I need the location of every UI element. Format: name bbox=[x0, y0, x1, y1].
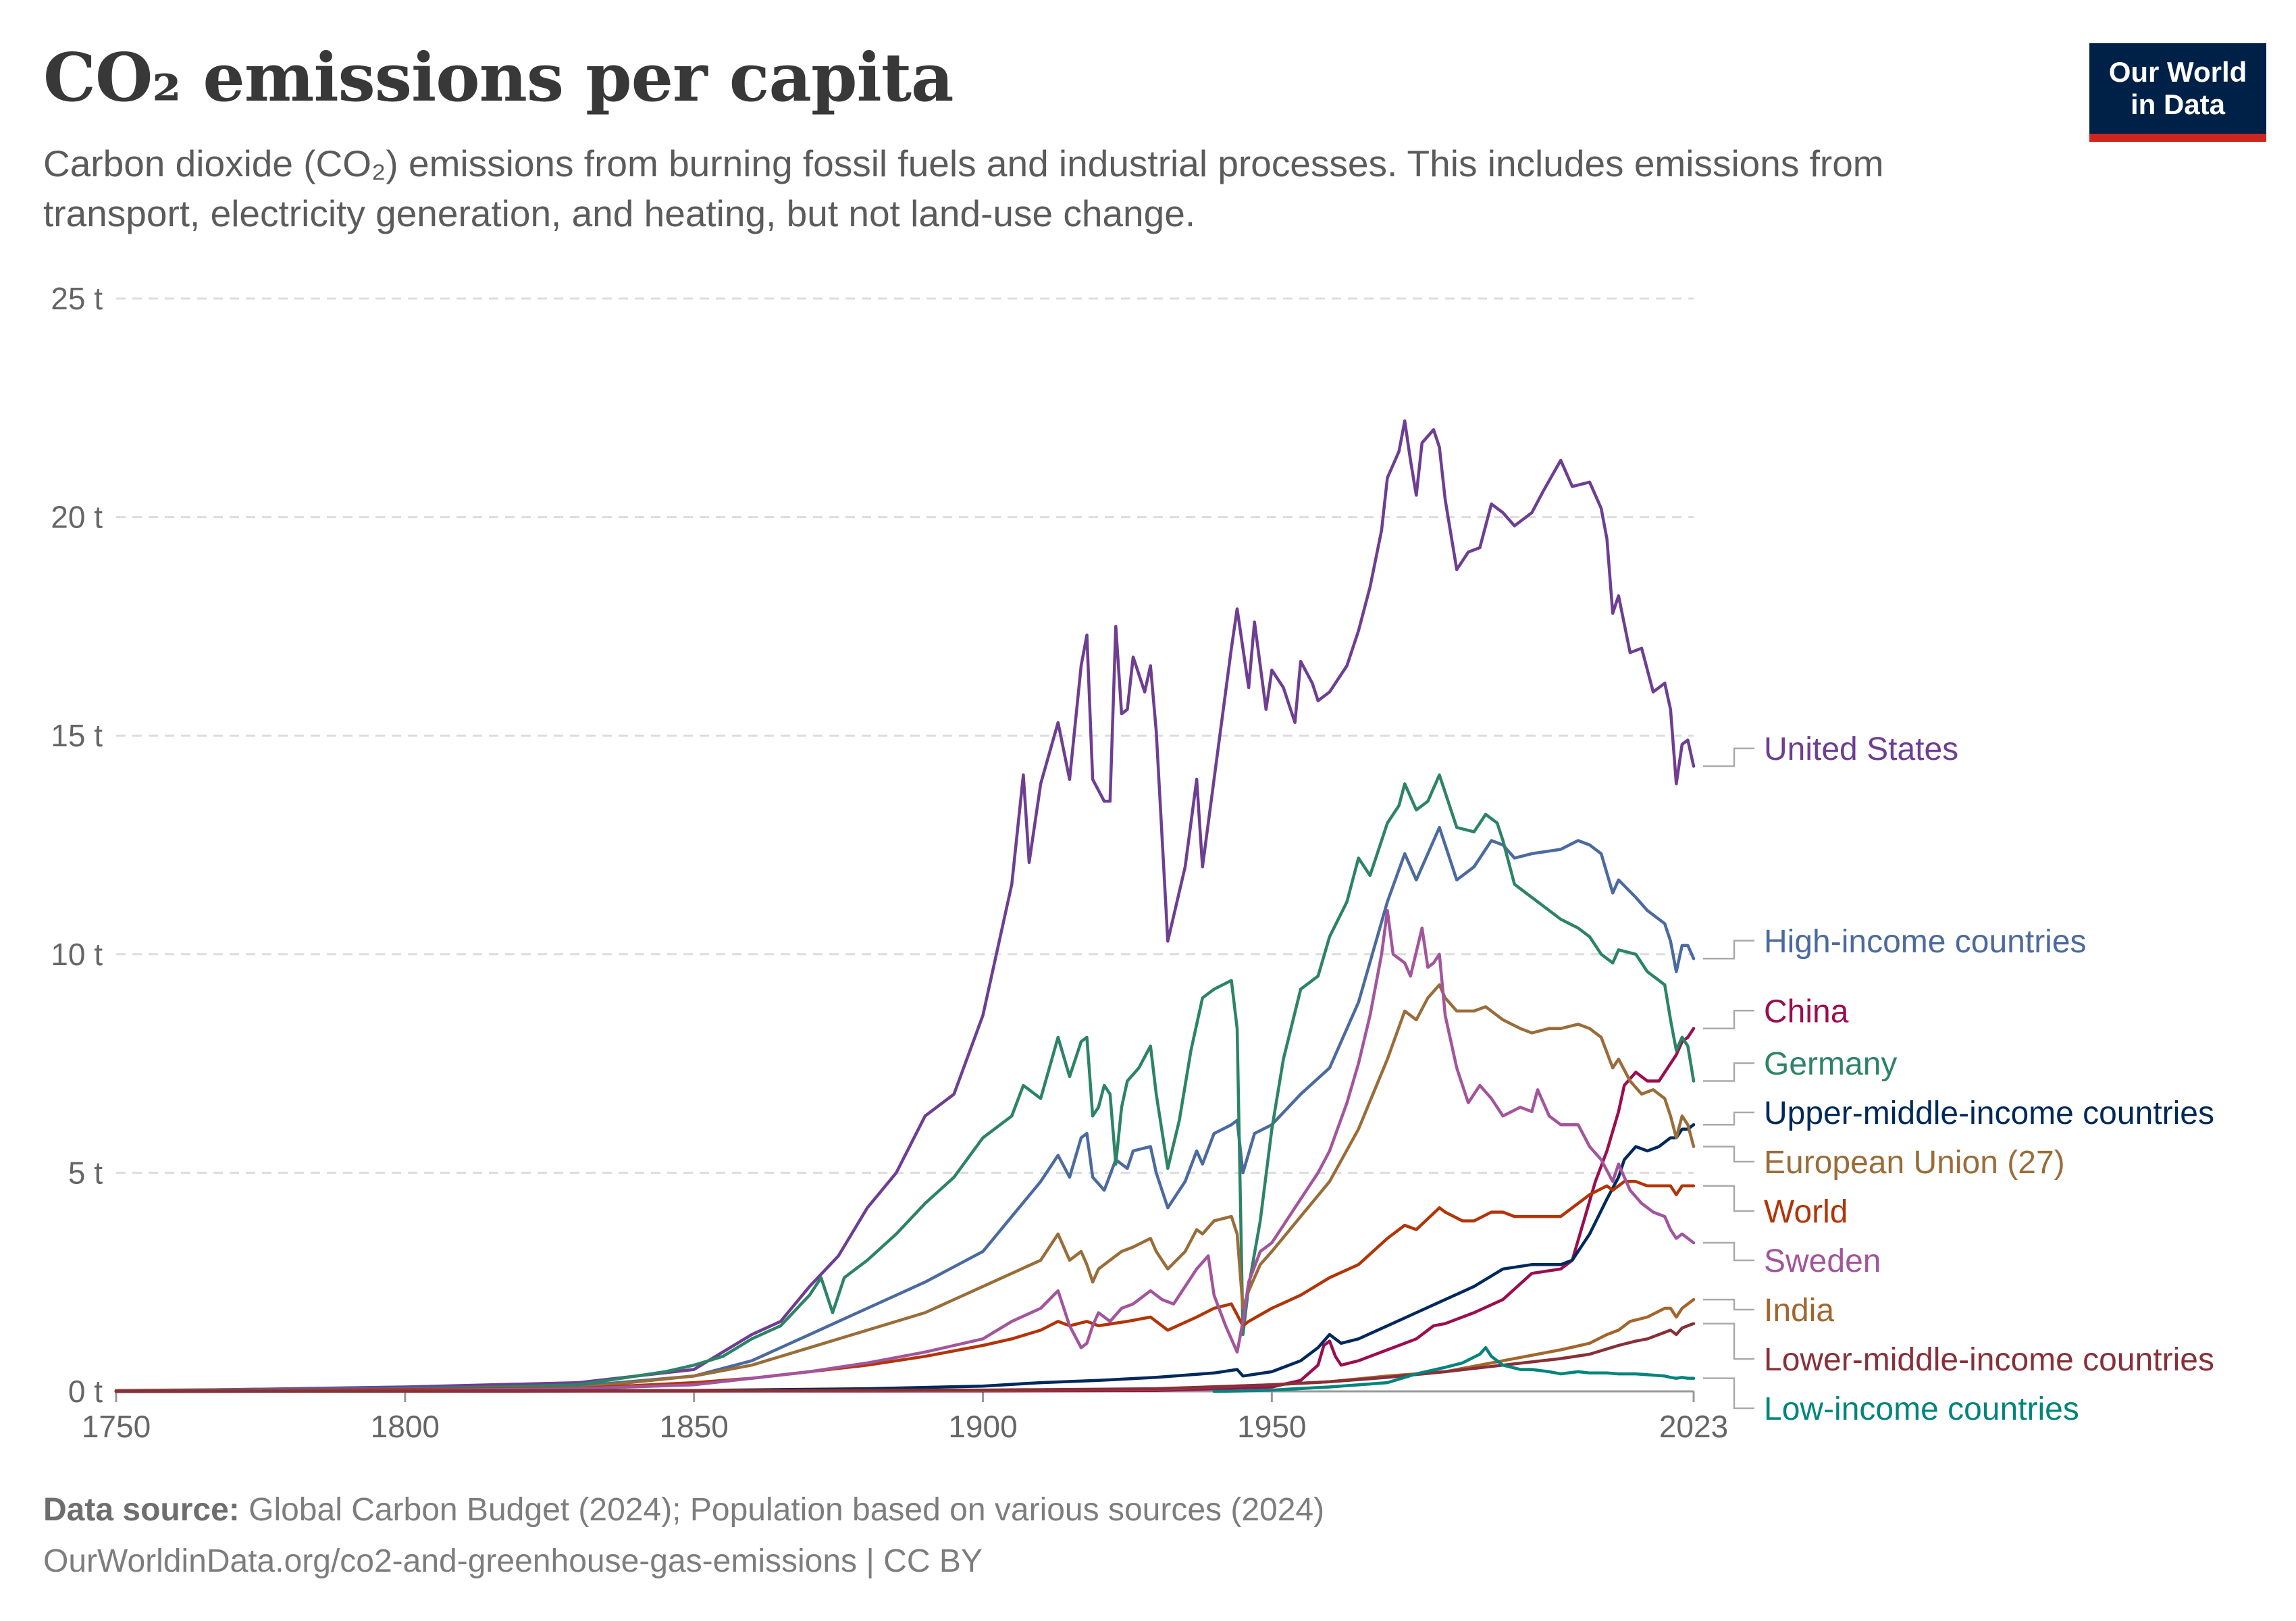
label-leader-line bbox=[1703, 1146, 1754, 1163]
series-label: Lower-middle-income countries bbox=[1764, 1342, 2214, 1378]
y-tick-label: 0 t bbox=[68, 1374, 103, 1409]
series-line bbox=[114, 1297, 1696, 1393]
series-label: Low-income countries bbox=[1764, 1391, 2079, 1427]
x-tick-label: 2023 bbox=[1659, 1409, 1728, 1444]
y-tick-label: 5 t bbox=[68, 1155, 103, 1190]
x-tick-label: 1950 bbox=[1237, 1409, 1306, 1444]
series-label: Sweden bbox=[1764, 1243, 1881, 1279]
series-line bbox=[1212, 1346, 1696, 1393]
series-label: European Union (27) bbox=[1764, 1145, 2065, 1181]
label-leader-line bbox=[1703, 1241, 1754, 1262]
label-leader-line bbox=[1703, 940, 1754, 960]
x-tick-label: 1900 bbox=[948, 1409, 1017, 1444]
series-line bbox=[114, 419, 1696, 1393]
source-url[interactable]: OurWorldinData.org/co2-and-greenhouse-ga… bbox=[43, 1543, 983, 1579]
label-leader-line bbox=[1703, 1111, 1754, 1126]
data-source: Data source: Global Carbon Budget (2024)… bbox=[43, 1491, 1324, 1528]
logo-line-2: in Data bbox=[2130, 88, 2226, 120]
series-label: Germany bbox=[1764, 1046, 1897, 1082]
x-tick-label: 1800 bbox=[371, 1409, 440, 1444]
x-tick-label: 1750 bbox=[82, 1409, 151, 1444]
label-leader-line bbox=[1703, 1322, 1754, 1360]
series-line bbox=[114, 1322, 1696, 1393]
label-leader-line bbox=[1703, 1298, 1754, 1311]
series-label: India bbox=[1764, 1293, 1834, 1329]
series-line bbox=[114, 1123, 1696, 1393]
series-label: China bbox=[1764, 994, 1849, 1029]
series-line bbox=[114, 1027, 1696, 1393]
y-tick-label: 10 t bbox=[51, 937, 103, 972]
label-leader-line bbox=[1703, 747, 1754, 767]
x-tick-label: 1850 bbox=[660, 1409, 729, 1444]
series-line bbox=[114, 983, 1696, 1393]
owid-logo[interactable]: Our World in Data bbox=[2089, 43, 2266, 142]
y-tick-label: 15 t bbox=[51, 718, 103, 753]
series-line bbox=[114, 1180, 1696, 1393]
series-label: World bbox=[1764, 1194, 1848, 1230]
label-leader-line bbox=[1703, 1010, 1754, 1030]
chart-subtitle: Carbon dioxide (CO₂) emissions from burn… bbox=[43, 143, 1884, 234]
series-label: Upper-middle-income countries bbox=[1764, 1096, 2214, 1131]
label-leader-line bbox=[1703, 1062, 1754, 1082]
label-leader-line bbox=[1703, 1377, 1754, 1410]
data-source-label: Data source: bbox=[43, 1492, 240, 1528]
series-line bbox=[114, 773, 1696, 1393]
series-line bbox=[114, 908, 1696, 1393]
chart-title: CO₂ emissions per capita bbox=[43, 39, 954, 117]
logo-line-1: Our World bbox=[2108, 56, 2247, 88]
series-label: United States bbox=[1764, 731, 1958, 767]
y-tick-label: 25 t bbox=[51, 281, 103, 316]
y-tick-label: 20 t bbox=[51, 500, 103, 535]
series-line bbox=[114, 825, 1696, 1392]
data-source-text: Global Carbon Budget (2024); Population … bbox=[249, 1492, 1325, 1528]
series-label: High-income countries bbox=[1764, 924, 2087, 960]
label-leader-line bbox=[1703, 1185, 1754, 1212]
